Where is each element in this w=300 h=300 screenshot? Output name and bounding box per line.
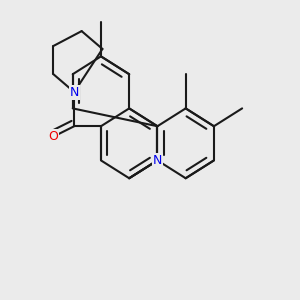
Text: N: N (153, 154, 162, 167)
Text: O: O (49, 130, 58, 143)
Text: N: N (70, 85, 79, 98)
